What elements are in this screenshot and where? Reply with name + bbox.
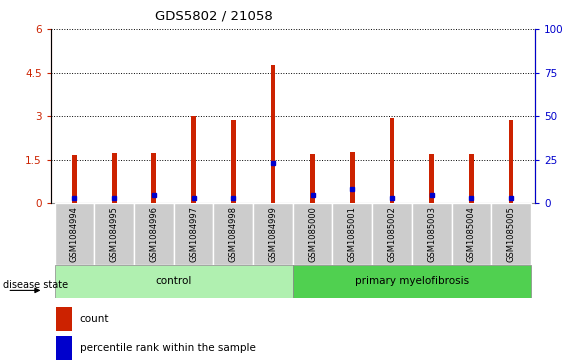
Bar (491, 203, 531, 265)
Text: GSM1084994: GSM1084994 (70, 206, 79, 262)
Text: GSM1084995: GSM1084995 (110, 206, 119, 262)
Text: disease state: disease state (3, 280, 68, 290)
Bar (231, 120, 235, 203)
Bar (55, 265, 293, 298)
Text: GSM1085001: GSM1085001 (348, 206, 357, 262)
Bar (151, 153, 157, 203)
Text: GSM1084998: GSM1084998 (229, 206, 238, 262)
Bar (134, 203, 174, 265)
Bar (293, 203, 332, 265)
Bar (390, 118, 394, 203)
Bar (55, 203, 95, 265)
Bar (452, 203, 491, 265)
Text: GSM1085002: GSM1085002 (387, 206, 396, 262)
Bar (72, 155, 77, 203)
Bar (372, 203, 412, 265)
Text: GSM1085005: GSM1085005 (507, 206, 516, 262)
Bar (310, 155, 315, 203)
Bar (56, 337, 73, 360)
Bar (293, 265, 531, 298)
Text: GSM1085004: GSM1085004 (467, 206, 476, 262)
Bar (253, 203, 293, 265)
Bar (350, 152, 355, 203)
Bar (213, 203, 253, 265)
Text: primary myelofibrosis: primary myelofibrosis (355, 276, 469, 286)
Bar (271, 65, 275, 203)
Text: control: control (155, 276, 192, 286)
Bar (412, 203, 452, 265)
Text: count: count (80, 314, 109, 324)
Text: GSM1084999: GSM1084999 (269, 206, 278, 262)
Text: percentile rank within the sample: percentile rank within the sample (80, 343, 256, 353)
Text: GSM1084996: GSM1084996 (149, 206, 158, 262)
Text: GSM1084997: GSM1084997 (189, 206, 198, 262)
Bar (332, 203, 372, 265)
Bar (174, 203, 213, 265)
Bar (191, 115, 196, 203)
Bar (95, 203, 134, 265)
Text: GSM1085003: GSM1085003 (427, 206, 436, 262)
Text: GDS5802 / 21058: GDS5802 / 21058 (155, 9, 273, 22)
Bar (429, 154, 434, 203)
Text: GSM1085000: GSM1085000 (308, 206, 317, 262)
Bar (508, 120, 513, 203)
Bar (112, 153, 117, 203)
Bar (56, 307, 73, 331)
Bar (469, 154, 473, 203)
